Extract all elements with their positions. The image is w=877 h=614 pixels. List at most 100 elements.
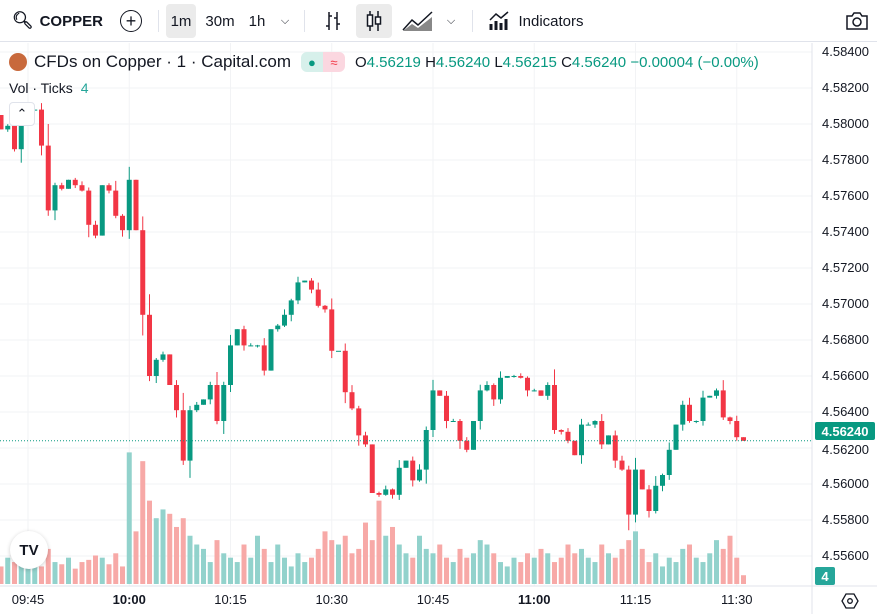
market-status[interactable]: ● ≈ — [300, 52, 345, 72]
volume-bar — [342, 535, 348, 584]
candle-body — [727, 417, 733, 421]
area-style-button[interactable] — [398, 4, 438, 38]
candle-body — [349, 392, 355, 409]
volume-bar — [167, 513, 173, 584]
top-toolbar: 🔍︎ COPPER + 1m 30m 1h ⌵ ⌵ Indicators — [0, 0, 877, 42]
volume-bar — [504, 566, 510, 584]
volume-bar — [153, 518, 159, 584]
bars-style-button[interactable] — [318, 4, 348, 38]
candle-body — [619, 460, 625, 470]
chevron-up-icon: ⌃ — [16, 106, 28, 121]
volume-bar — [66, 557, 71, 584]
time-tick-label: 10:15 — [214, 592, 247, 607]
candle-body — [525, 377, 530, 391]
bars-icon — [326, 12, 340, 30]
candle-body — [464, 440, 470, 450]
volume-bar — [592, 562, 598, 584]
volume-bar — [18, 564, 24, 584]
volume-bar — [282, 557, 287, 584]
volume-bar — [572, 553, 578, 584]
volume-bar — [410, 557, 416, 584]
candle-body — [59, 185, 65, 189]
volume-bar — [558, 557, 564, 584]
search-icon: 🔍︎ — [12, 11, 34, 30]
candle-body — [693, 421, 699, 422]
price-tick-label: 4.58400 — [822, 44, 869, 59]
candle-body — [545, 385, 551, 396]
volume-bar — [498, 562, 503, 584]
candle-body — [700, 397, 706, 421]
screenshot-button[interactable] — [842, 4, 872, 38]
candle-body — [734, 421, 740, 438]
volume-bar — [160, 509, 166, 584]
candle-body — [234, 329, 240, 346]
volume-bar — [120, 566, 125, 584]
volume-bar — [417, 535, 422, 584]
settings-button[interactable] — [840, 592, 860, 610]
area-chart-icon — [402, 11, 433, 31]
volume-bar — [741, 575, 746, 584]
volume-bar — [140, 461, 146, 584]
volume-bar — [403, 553, 409, 584]
candle-body — [45, 145, 51, 211]
volume-bar — [255, 535, 260, 584]
candle-body — [376, 493, 382, 495]
price-tick-label: 4.57800 — [822, 152, 869, 167]
volume-bar — [241, 544, 247, 584]
candle-body — [518, 376, 524, 378]
volume-bar — [336, 544, 341, 584]
chevron-down-icon: ⌵ — [446, 14, 456, 27]
indicators-button[interactable]: Indicators — [481, 4, 591, 38]
candle-body — [180, 410, 186, 461]
candle-body — [5, 125, 11, 130]
volume-bar — [309, 557, 314, 584]
volume-bar — [39, 566, 44, 584]
candle-body — [342, 350, 348, 393]
volume-bar — [646, 562, 652, 584]
candle-body — [646, 489, 652, 511]
volume-bar — [126, 452, 132, 584]
candle-body — [241, 329, 247, 346]
candle-body — [302, 280, 308, 283]
candle-body — [444, 395, 449, 421]
volume-bar — [322, 531, 328, 584]
interval-dropdown[interactable]: ⌵ — [275, 4, 295, 38]
volume-bar — [5, 557, 11, 584]
candle-body — [592, 421, 598, 425]
candles-style-button[interactable] — [356, 4, 392, 38]
collapse-legend-button[interactable]: ⌃ — [9, 102, 35, 126]
symbol-search-button[interactable]: 🔍︎ COPPER — [6, 4, 103, 38]
volume-bar — [72, 568, 78, 584]
price-tick-label: 4.57400 — [822, 224, 869, 239]
compare-add-button[interactable]: + — [116, 4, 146, 38]
candle-body — [430, 390, 436, 430]
candle-body — [214, 385, 220, 421]
candle-body — [484, 385, 490, 391]
volume-bar — [693, 557, 699, 584]
candle-body — [599, 421, 605, 445]
chart-type-dropdown[interactable]: ⌵ — [441, 4, 461, 38]
candle-body — [572, 440, 578, 456]
candle-body — [356, 408, 362, 436]
candle-body — [720, 390, 726, 418]
price-tick-label: 4.56800 — [822, 332, 869, 347]
candle-body — [437, 390, 443, 396]
candle-body — [396, 467, 402, 495]
interval-1m[interactable]: 1m — [166, 4, 196, 38]
interval-30m[interactable]: 30m — [205, 12, 235, 30]
time-tick-label: 10:00 — [112, 592, 146, 607]
tradingview-logo[interactable]: TV — [10, 531, 48, 569]
volume-bar — [174, 526, 179, 584]
candle-body — [660, 475, 665, 486]
volume-bar — [585, 557, 591, 584]
candle-body — [531, 390, 537, 392]
settings-hexagon-icon — [841, 593, 859, 609]
candle-body — [329, 309, 335, 351]
candle-body — [261, 345, 267, 371]
candle-body — [79, 185, 85, 191]
interval-1h[interactable]: 1h — [248, 12, 266, 30]
candle-body — [390, 489, 395, 495]
volume-bar — [579, 548, 584, 584]
price-tick-label: 4.56000 — [822, 476, 869, 491]
